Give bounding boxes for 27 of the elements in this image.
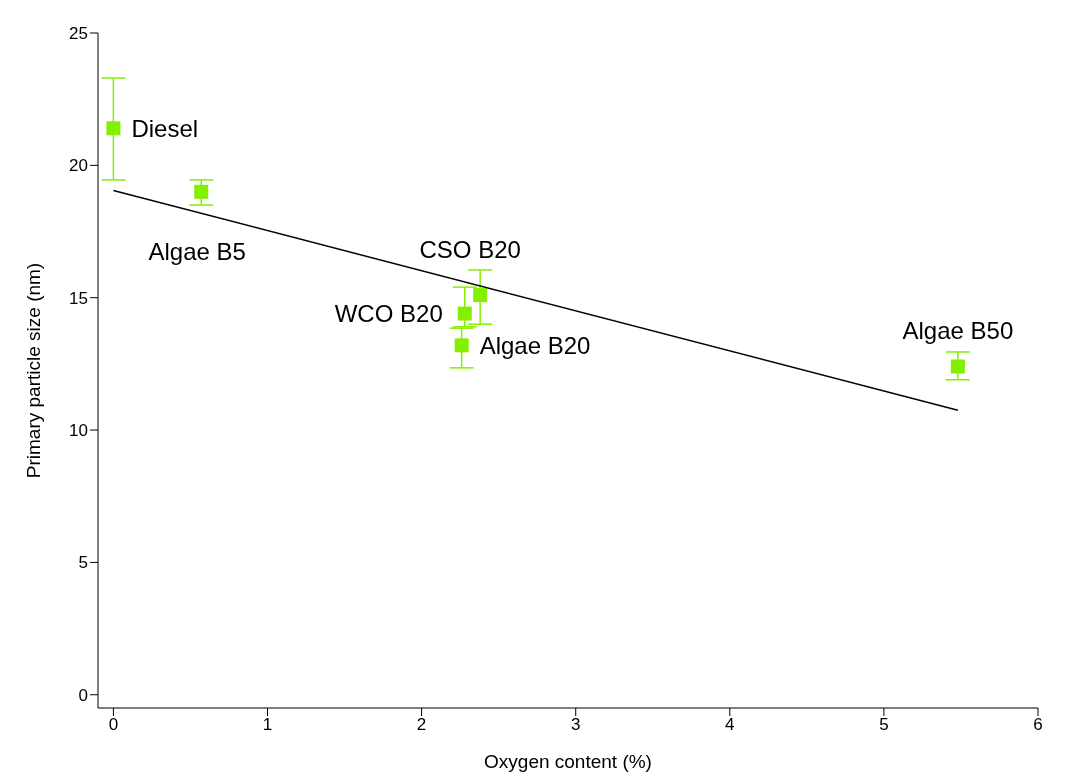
x-tick-label: 5 <box>879 715 889 735</box>
y-tick-label: 15 <box>69 288 88 308</box>
y-axis-title: Primary particle size (nm) <box>22 262 44 479</box>
x-tick-label: 1 <box>262 715 273 735</box>
y-tick-label: 5 <box>78 553 88 573</box>
annotation: Algae B20 <box>479 331 591 359</box>
annotation: WCO B20 <box>334 300 443 328</box>
point <box>106 121 121 136</box>
point <box>457 306 472 321</box>
annotation: Algae B50 <box>902 317 1014 345</box>
y-tick-label: 25 <box>69 24 88 44</box>
annotation: CSO B20 <box>419 235 521 263</box>
x-tick-label: 3 <box>570 715 581 735</box>
point <box>950 359 965 374</box>
point <box>194 184 209 199</box>
annotation: Diesel <box>131 114 199 142</box>
y-tick-label: 10 <box>69 421 88 441</box>
point <box>454 338 469 353</box>
x-tick-label: 0 <box>108 715 119 735</box>
point <box>473 288 488 303</box>
y-tick-label: 0 <box>78 685 88 705</box>
y-tick-label: 20 <box>69 156 88 176</box>
annotation: Algae B5 <box>148 238 246 266</box>
x-tick-label: 2 <box>416 715 427 735</box>
x-axis-title: Oxygen content (%) <box>484 751 652 772</box>
x-tick-label: 4 <box>725 715 735 735</box>
x-tick-label: 6 <box>1033 715 1043 735</box>
